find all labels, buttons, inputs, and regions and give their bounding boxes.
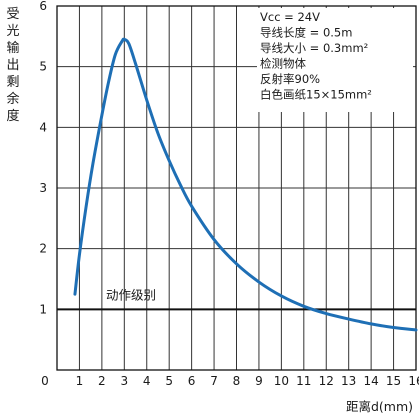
y-tick-label: 1 bbox=[39, 302, 47, 316]
y-axis-label-char: 剩 bbox=[6, 75, 19, 90]
y-tick-label: 2 bbox=[39, 242, 47, 256]
x-axis-label: 距离d(mm) bbox=[346, 399, 413, 414]
info-line: 检测物体 bbox=[260, 57, 306, 71]
info-line: 反射率90% bbox=[260, 72, 320, 86]
y-axis-label-char: 光 bbox=[6, 24, 19, 39]
x-tick-label: 16 bbox=[408, 374, 419, 388]
x-tick-label: 3 bbox=[120, 374, 128, 388]
y-axis-label-char: 余 bbox=[6, 91, 19, 107]
series-layer bbox=[73, 37, 418, 332]
info-line: 白色画纸15×15mm² bbox=[260, 88, 372, 102]
x-tick-label: 10 bbox=[274, 374, 289, 388]
info-line: 导线大小 = 0.3mm² bbox=[260, 41, 368, 55]
y-tick-label: 3 bbox=[39, 181, 47, 195]
y-tick-label: 6 bbox=[39, 0, 47, 13]
series-line bbox=[73, 37, 418, 332]
y-axis-label-char: 输 bbox=[6, 40, 19, 56]
plot-border bbox=[56, 5, 417, 371]
x-tick-label: 4 bbox=[143, 374, 151, 388]
y-axis-label-char: 受 bbox=[6, 7, 19, 22]
info-box-bg bbox=[257, 8, 413, 112]
y-tick-label: 5 bbox=[39, 60, 47, 74]
x-tick-label: 13 bbox=[341, 374, 356, 388]
x-tick-label: 2 bbox=[98, 374, 106, 388]
x-tick-label: 11 bbox=[296, 374, 311, 388]
y-axis-label-char: 度 bbox=[6, 108, 19, 124]
x-tick-labels: 012345678910111213141516 bbox=[41, 374, 419, 388]
y-axis-label-char: 出 bbox=[6, 58, 19, 73]
x-tick-label: 9 bbox=[255, 374, 263, 388]
x-tick-label: 15 bbox=[386, 374, 401, 388]
x-tick-label: 0 bbox=[41, 374, 49, 388]
x-tick-label: 5 bbox=[165, 374, 173, 388]
x-tick-label: 7 bbox=[210, 374, 218, 388]
plot-frame bbox=[56, 5, 417, 371]
x-tick-label: 1 bbox=[76, 374, 84, 388]
x-tick-label: 6 bbox=[188, 374, 196, 388]
y-tick-labels: 1 2 3 4 5 6 bbox=[39, 0, 47, 316]
x-tick-label: 8 bbox=[233, 374, 241, 388]
action-level-label: 动作级别 bbox=[106, 287, 156, 302]
x-tick-label: 12 bbox=[319, 374, 334, 388]
y-tick-label: 4 bbox=[39, 120, 47, 134]
info-line: 导线长度 = 0.5m bbox=[260, 26, 352, 40]
x-tick-label: 14 bbox=[363, 374, 378, 388]
info-line: Vcc = 24V bbox=[260, 10, 320, 24]
